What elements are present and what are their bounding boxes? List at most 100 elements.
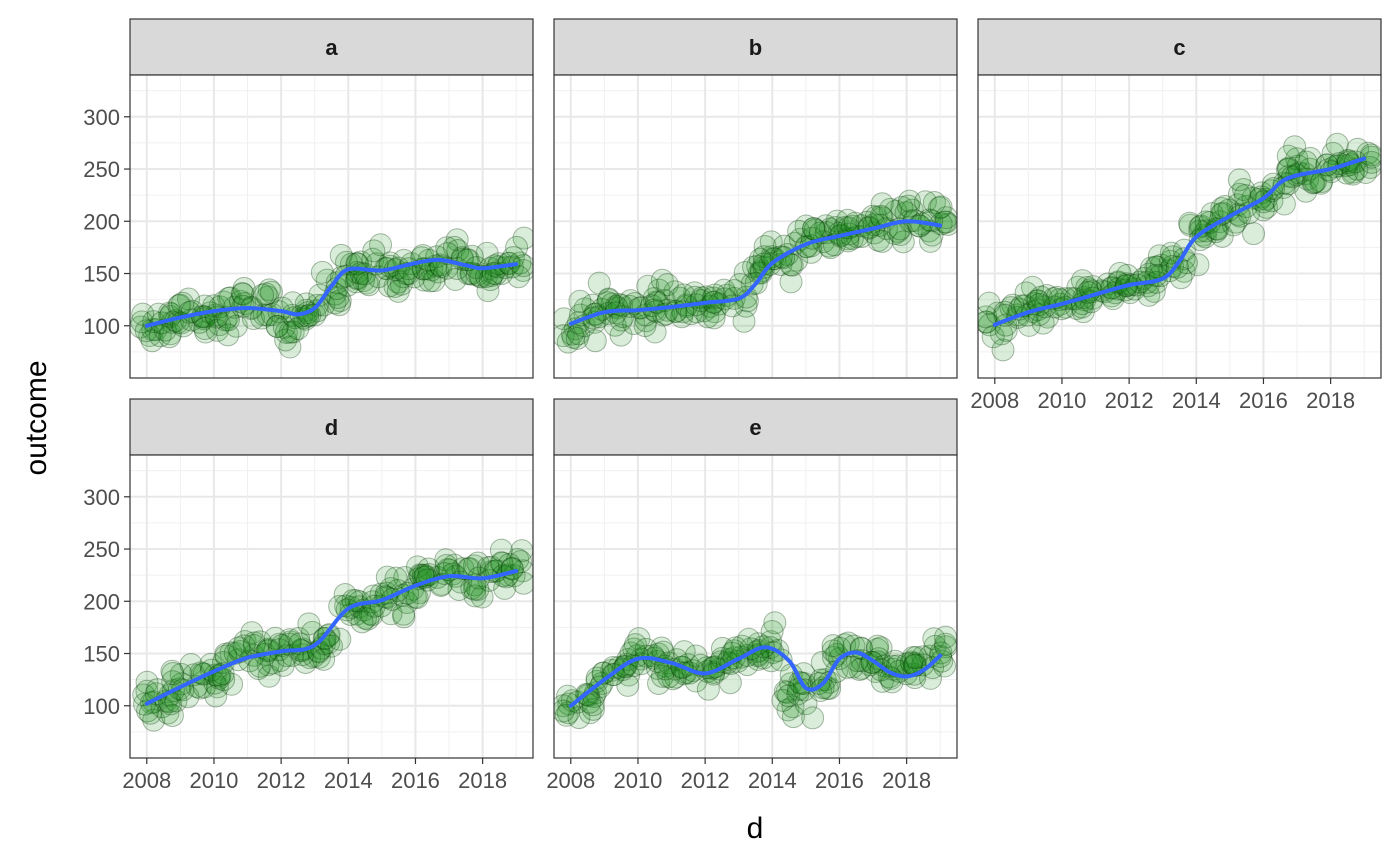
scatter-point [752,245,776,269]
trend-line [992,156,1367,327]
scatter-point [493,576,517,600]
x-tick-label: 2010 [1037,388,1086,413]
scatter-point [375,565,399,589]
x-tick-label: 2008 [970,388,1019,413]
scatter-point [1210,224,1234,248]
scatter-point [780,253,804,277]
scatter-point [634,637,658,661]
scatter-point [310,260,334,284]
scatter-point [470,585,494,609]
scatter-point [350,610,374,634]
scatter-point [469,265,493,289]
scatter-point [918,229,942,253]
scatter-point [500,557,524,581]
scatter-point [1358,156,1381,180]
scatter-point [913,190,937,214]
scatter-point [896,194,920,218]
scatter-point [560,689,584,713]
facet-panel-a: a 100 150 200 250 300 [83,18,534,379]
scatter-point [205,675,229,699]
scatter-point [512,226,533,250]
scatter-point [1108,261,1132,285]
scatter-point [809,668,833,692]
scatter-point [395,591,419,615]
y-tick-label: 150 [83,642,120,667]
scatter-point [643,320,667,344]
scatter-point [319,634,343,658]
scatter-point [769,648,793,672]
scatter-point [445,228,469,252]
y-tick-label: 200 [83,209,120,234]
scatter-point [866,634,890,658]
scatter-point [242,631,266,655]
scatter-point [749,259,773,283]
scatter-point [158,322,182,346]
scatter-point [328,627,352,651]
x-tick-label: 2008 [122,768,171,793]
scatter-point [333,583,357,607]
panel-background [978,75,1381,378]
scatter-point [1137,283,1161,307]
y-tick-label: 250 [83,537,120,562]
scatter-point [557,692,581,716]
scatter-point [170,291,194,315]
scatter-point [733,260,757,284]
scatter-point [475,241,499,265]
scatter-point [157,325,181,349]
scatter-point [661,667,685,691]
scatter-point [1276,144,1300,168]
scatter-point [176,685,200,709]
scatter-point [1188,228,1212,252]
scatter-point [870,669,894,693]
scatter-point [406,555,430,579]
scatter-point [272,315,296,339]
scatter-point [278,630,302,654]
scatter-point [1145,255,1169,279]
scatter-point [781,695,805,719]
panel-gridlines [554,75,957,378]
scatter-point [650,268,674,292]
scatter-point [1325,132,1349,156]
scatter-point [386,279,410,303]
scatter-point [923,634,947,658]
facet-strip-label: a [325,35,338,60]
facet-strip-label: d [325,415,338,440]
scatter-point [263,626,287,650]
panel-background [554,455,957,758]
scatter-point [978,291,1001,315]
scatter-point [588,675,612,699]
scatter-point [578,701,602,725]
scatter-point [220,672,244,696]
scatter-point [142,708,166,732]
scatter-point [133,692,157,716]
scatter-point [577,683,601,707]
facet-strip [129,398,534,456]
scatter-point [927,196,951,220]
scatter-point [456,557,480,581]
scatter-point [899,650,923,674]
scatter-point [466,551,490,575]
scatter-point [251,283,275,307]
scatter-point [231,282,255,306]
scatter-point [1147,244,1171,268]
x-tick-label: 2016 [815,768,864,793]
scatter-point [794,692,818,716]
scatter-point [384,566,408,590]
scatter-point [732,309,756,333]
scatter-point [1286,154,1310,178]
scatter-point [978,305,998,329]
scatter-point [179,652,203,676]
scatter-point [468,264,492,288]
scatter-point [911,653,935,677]
scatter-point [609,323,633,347]
scatter-point [441,562,465,586]
x-tick-label: 2014 [324,768,373,793]
scatter-point [848,657,872,681]
scatter-point [776,698,800,722]
scatter-point [775,680,799,704]
scatter-point [865,637,889,661]
scatter-point [265,314,289,338]
scatter-point [297,612,321,636]
scatter-point [748,247,772,271]
